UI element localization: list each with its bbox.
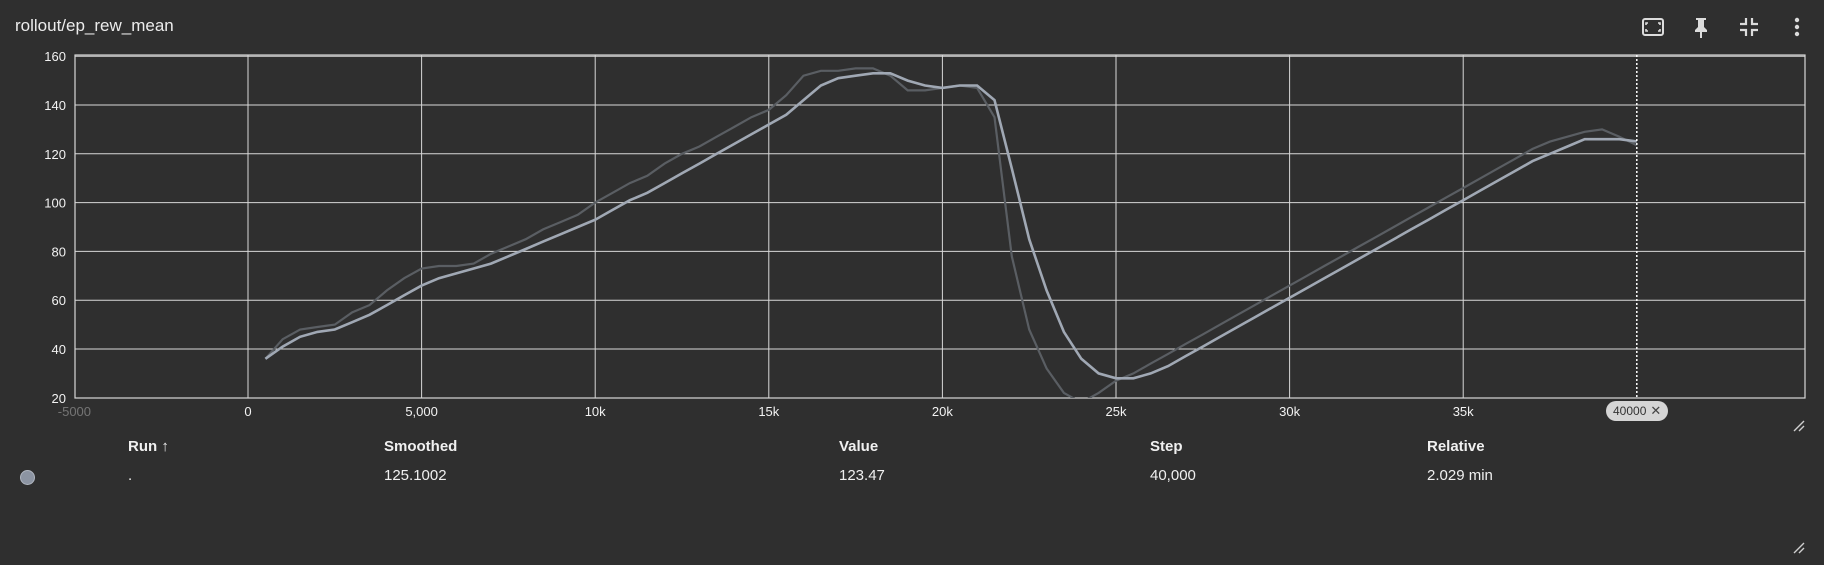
more-vert-icon [1794,17,1800,37]
run-color-indicator [20,470,35,485]
x-tick-label: 0 [244,404,251,419]
x-tick-label: -5000 [58,404,91,419]
column-header-relative[interactable]: Relative [1427,438,1485,455]
column-header-step[interactable]: Step [1150,438,1183,455]
x-tick-label: 5,000 [405,404,438,419]
step-value: 40,000 [1150,467,1196,484]
y-tick-label: 100 [44,196,66,211]
y-tick-label: 40 [52,342,66,357]
x-axis-ticks: -5000 0 5,000 10k 15k 20k 25k 30k 35k [58,404,1474,419]
close-icon[interactable]: ✕ [1650,403,1662,418]
y-tick-label: 20 [52,391,66,406]
x-tick-label: 10k [585,404,606,419]
fit-domain-icon [1642,18,1664,36]
chart-resize-handle[interactable] [1792,419,1806,433]
x-tick-label: 15k [758,404,779,419]
column-header-smoothed[interactable]: Smoothed [384,438,458,455]
series-line-raw [264,67,1638,398]
chart[interactable]: 20 40 60 80 100 120 140 160 -5000 0 5,000 10k 15k 20… [0,0,1824,430]
card-title: rollout/ep_rew_mean [15,16,174,35]
x-tick-label: 20k [932,404,953,419]
grid [74,54,1806,399]
hover-step-badge[interactable]: 40000 ✕ [1606,401,1669,421]
relative-time: 2.029 min [1427,467,1493,484]
more-options-button[interactable] [1782,12,1812,42]
resize-handle-icon [1793,420,1805,432]
x-tick-label: 35k [1453,404,1474,419]
collapse-button[interactable] [1734,12,1764,42]
raw-value: 123.47 [839,467,885,484]
resize-handle-icon [1793,542,1805,554]
column-header-value[interactable]: Value [839,438,879,455]
fit-domain-button[interactable] [1638,12,1668,42]
y-tick-label: 140 [44,98,66,113]
table-resize-handle[interactable] [1792,541,1806,555]
collapse-icon [1740,18,1758,36]
hover-step-label: 40000 [1613,404,1647,418]
column-header-run[interactable]: Run ↑ [128,438,169,455]
x-tick-label: 25k [1106,404,1127,419]
pin-icon [1695,18,1707,38]
x-tick-label: 30k [1279,404,1300,419]
smoothed-value: 125.1002 [384,467,447,484]
y-tick-label: 60 [52,293,66,308]
y-tick-label: 80 [52,244,66,259]
run-name: . [128,467,133,484]
series-line-smoothed [264,72,1637,380]
plot-border [74,54,1806,399]
y-axis-ticks: 20 40 60 80 100 120 140 160 [44,49,66,406]
y-tick-label: 160 [44,49,66,64]
pin-button[interactable] [1686,12,1716,42]
y-tick-label: 120 [44,147,66,162]
